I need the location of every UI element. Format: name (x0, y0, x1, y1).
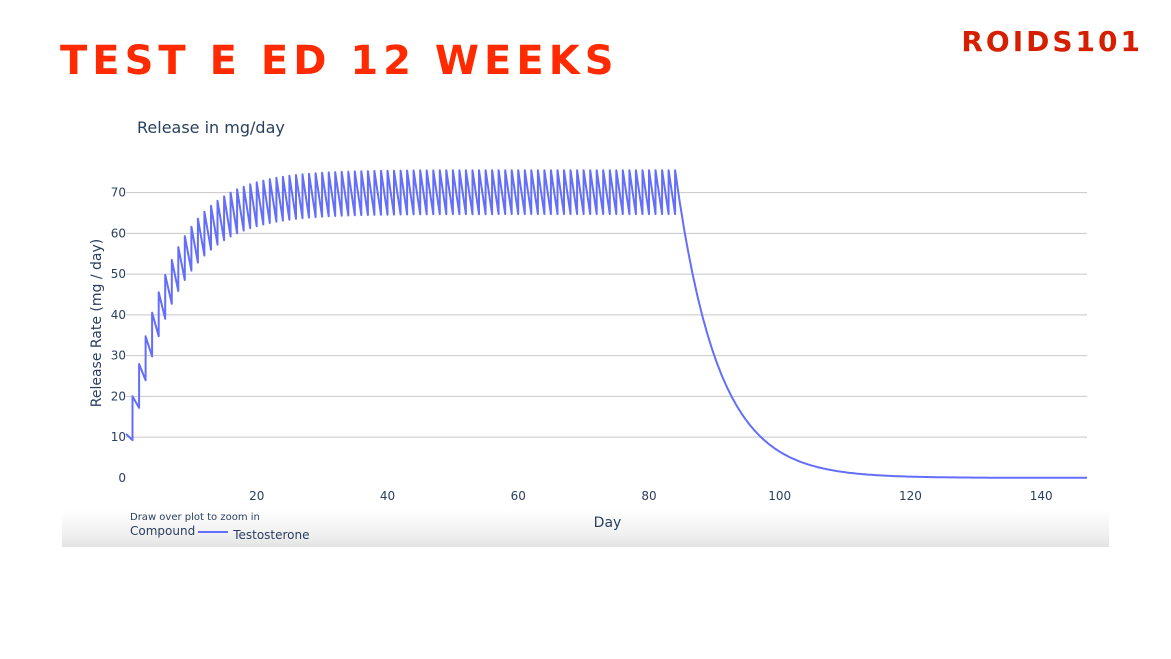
legend: Draw over plot to zoom in Compound Testo… (130, 512, 310, 542)
gridlines (126, 192, 1087, 438)
x-tick-label: 20 (249, 489, 264, 503)
x-tick-label: 40 (380, 489, 395, 503)
x-tick-label: 120 (899, 489, 922, 503)
chart-title: Release in mg/day (137, 118, 285, 137)
y-tick-label: 20 (111, 389, 126, 403)
x-tick-label: 140 (1030, 489, 1053, 503)
chart-panel: Release in mg/day 0 10 20 30 40 50 60 70 20 40 60… (62, 100, 1109, 547)
x-axis-label: Day (594, 515, 622, 531)
y-tick-label: 60 (111, 226, 126, 240)
legend-item-testosterone[interactable]: Testosterone (233, 528, 310, 542)
release-chart[interactable]: Release in mg/day 0 10 20 30 40 50 60 70 20 40 60… (62, 100, 1109, 547)
y-tick-label: 0 (118, 471, 126, 485)
x-tick-label: 60 (511, 489, 526, 503)
y-tick-label: 50 (111, 267, 126, 281)
legend-swatch (198, 531, 229, 533)
y-tick-label: 10 (111, 430, 126, 444)
testosterone-line[interactable] (125, 169, 1087, 479)
x-tick-label: 80 (641, 489, 656, 503)
y-tick-label: 30 (111, 349, 126, 363)
x-tick-label: 100 (768, 489, 791, 503)
y-axis-ticks: 0 10 20 30 40 50 60 70 (111, 186, 126, 485)
panel-fade (62, 510, 1109, 547)
zoom-hint: Draw over plot to zoom in (130, 512, 260, 523)
legend-title: Compound (130, 524, 196, 538)
y-tick-label: 70 (111, 186, 126, 200)
y-axis-label: Release Rate (mg / day) (89, 239, 105, 408)
brand-logo: ROIDS101 (961, 25, 1143, 58)
x-axis-ticks: 20 40 60 80 100 120 140 (249, 489, 1053, 503)
page-headline: TEST E ED 12 WEEKS (60, 38, 619, 84)
y-tick-label: 40 (111, 308, 126, 322)
